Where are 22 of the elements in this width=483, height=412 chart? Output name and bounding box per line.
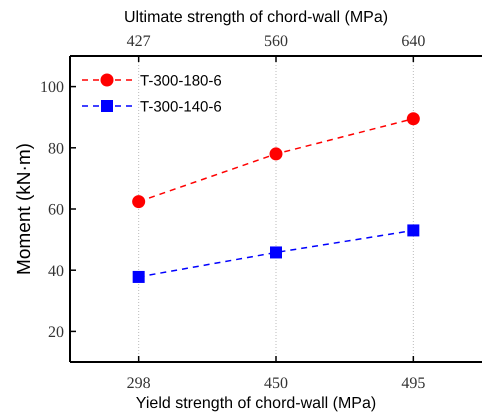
point bbox=[270, 147, 282, 160]
y-tick-label: 80 bbox=[48, 140, 64, 158]
annotation: 640 bbox=[401, 33, 426, 50]
legend-label: T-300-140-6 bbox=[140, 98, 222, 116]
annotation: 560 bbox=[264, 33, 288, 50]
y-tick-label: 60 bbox=[48, 202, 64, 219]
annotation: 427 bbox=[126, 33, 151, 50]
point bbox=[132, 195, 146, 208]
y-tick-label: 100 bbox=[40, 79, 64, 96]
point bbox=[132, 270, 145, 283]
y-tick-label: 40 bbox=[48, 262, 64, 280]
point bbox=[406, 112, 420, 126]
x-tick-label: 450 bbox=[264, 375, 288, 392]
legend-label: T-300-180-6 bbox=[140, 72, 222, 90]
x-tick-label: 298 bbox=[126, 375, 151, 392]
x2-axis-title: Ultimate strength of chord-wall (MPa) bbox=[124, 9, 388, 26]
x-tick-label: 495 bbox=[401, 375, 426, 392]
x-axis-title: Yield strength of chord-wall (MPa) bbox=[136, 395, 376, 412]
point bbox=[407, 224, 420, 236]
y-tick-label: 20 bbox=[48, 324, 64, 341]
y-axis-title: Moment (kN·m) bbox=[14, 143, 35, 275]
point bbox=[270, 246, 282, 258]
